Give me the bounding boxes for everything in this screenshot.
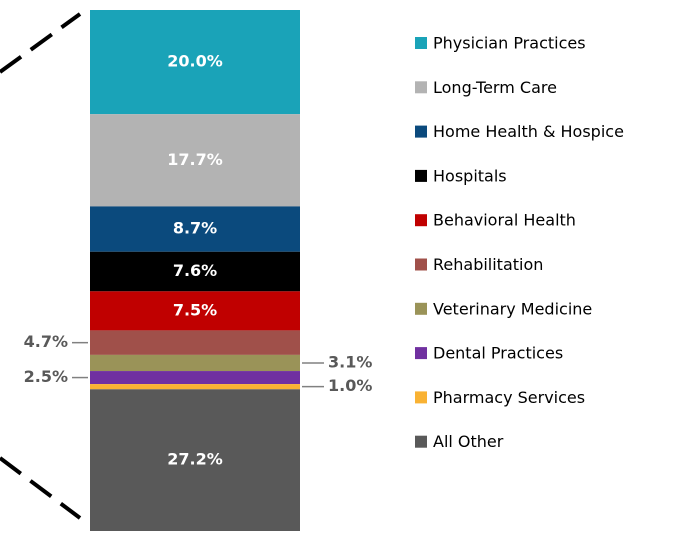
legend-label: Home Health & Hospice: [433, 122, 624, 141]
legend-swatch: [415, 435, 427, 448]
legend-label: Behavioral Health: [433, 211, 576, 230]
connector-line: [0, 12, 82, 74]
data-label: 17.7%: [167, 150, 223, 169]
bar-segment: [90, 389, 300, 531]
connector-line: [0, 456, 82, 520]
legend-label: Long-Term Care: [433, 78, 557, 97]
legend-swatch: [415, 125, 427, 138]
data-label: 4.7%: [24, 332, 68, 351]
bar-segment: [90, 10, 300, 115]
bar-segment: [90, 384, 300, 390]
bar-segment: [90, 354, 300, 372]
bar-segment: [90, 291, 300, 331]
legend-label: Pharmacy Services: [433, 388, 585, 407]
bar-segment: [90, 330, 300, 355]
legend-swatch: [415, 347, 427, 360]
legend-label: All Other: [433, 432, 504, 451]
data-label: 27.2%: [167, 450, 223, 469]
legend-swatch: [415, 258, 427, 271]
legend-swatch: [415, 214, 427, 227]
bar-segment: [90, 251, 300, 292]
bar-segment: [90, 114, 300, 207]
legend-label: Rehabilitation: [433, 255, 543, 274]
legend-swatch: [415, 81, 427, 94]
legend-label: Hospitals: [433, 166, 507, 185]
legend-swatch: [415, 302, 427, 315]
legend-swatch: [415, 37, 427, 49]
data-label: 8.7%: [173, 219, 217, 238]
bar-segment: [90, 206, 300, 252]
data-label: 20.0%: [167, 52, 223, 71]
data-label: 1.0%: [328, 376, 372, 395]
data-label: 7.6%: [173, 261, 217, 280]
legend-label: Physician Practices: [433, 34, 586, 53]
legend-label: Dental Practices: [433, 344, 563, 363]
data-label: 7.5%: [173, 300, 217, 319]
data-label: 3.1%: [328, 352, 372, 371]
legend-label: Veterinary Medicine: [433, 299, 592, 318]
legend-swatch: [415, 391, 427, 404]
bar-segment: [90, 371, 300, 385]
data-label: 2.5%: [24, 367, 68, 386]
legend-swatch: [415, 169, 427, 182]
